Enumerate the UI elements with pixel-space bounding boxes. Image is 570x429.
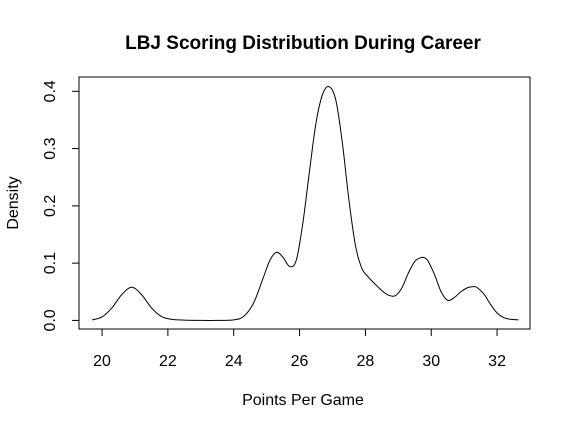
x-axis: 20 22 24 26 28 30 32 [93,328,506,370]
x-tick-label: 32 [488,353,506,370]
x-tick-label: 30 [422,353,440,370]
y-tick-label: 0.1 [42,252,59,274]
x-tick-label: 28 [357,353,375,370]
y-tick-label: 0.4 [42,80,59,102]
x-tick-label: 22 [159,353,177,370]
y-tick-label: 0.2 [42,195,59,217]
y-axis: 0.0 0.1 0.2 0.3 0.4 [42,80,80,332]
y-tick-label: 0.3 [42,137,59,159]
x-tick-label: 24 [225,353,243,370]
y-tick-label: 0.0 [42,309,59,331]
density-curve [92,86,519,321]
y-axis-label: Density [5,176,22,229]
x-tick-label: 20 [93,353,111,370]
x-axis-label: Points Per Game [242,392,364,409]
x-tick-label: 26 [291,353,309,370]
chart-title: LBJ Scoring Distribution During Career [125,33,481,54]
